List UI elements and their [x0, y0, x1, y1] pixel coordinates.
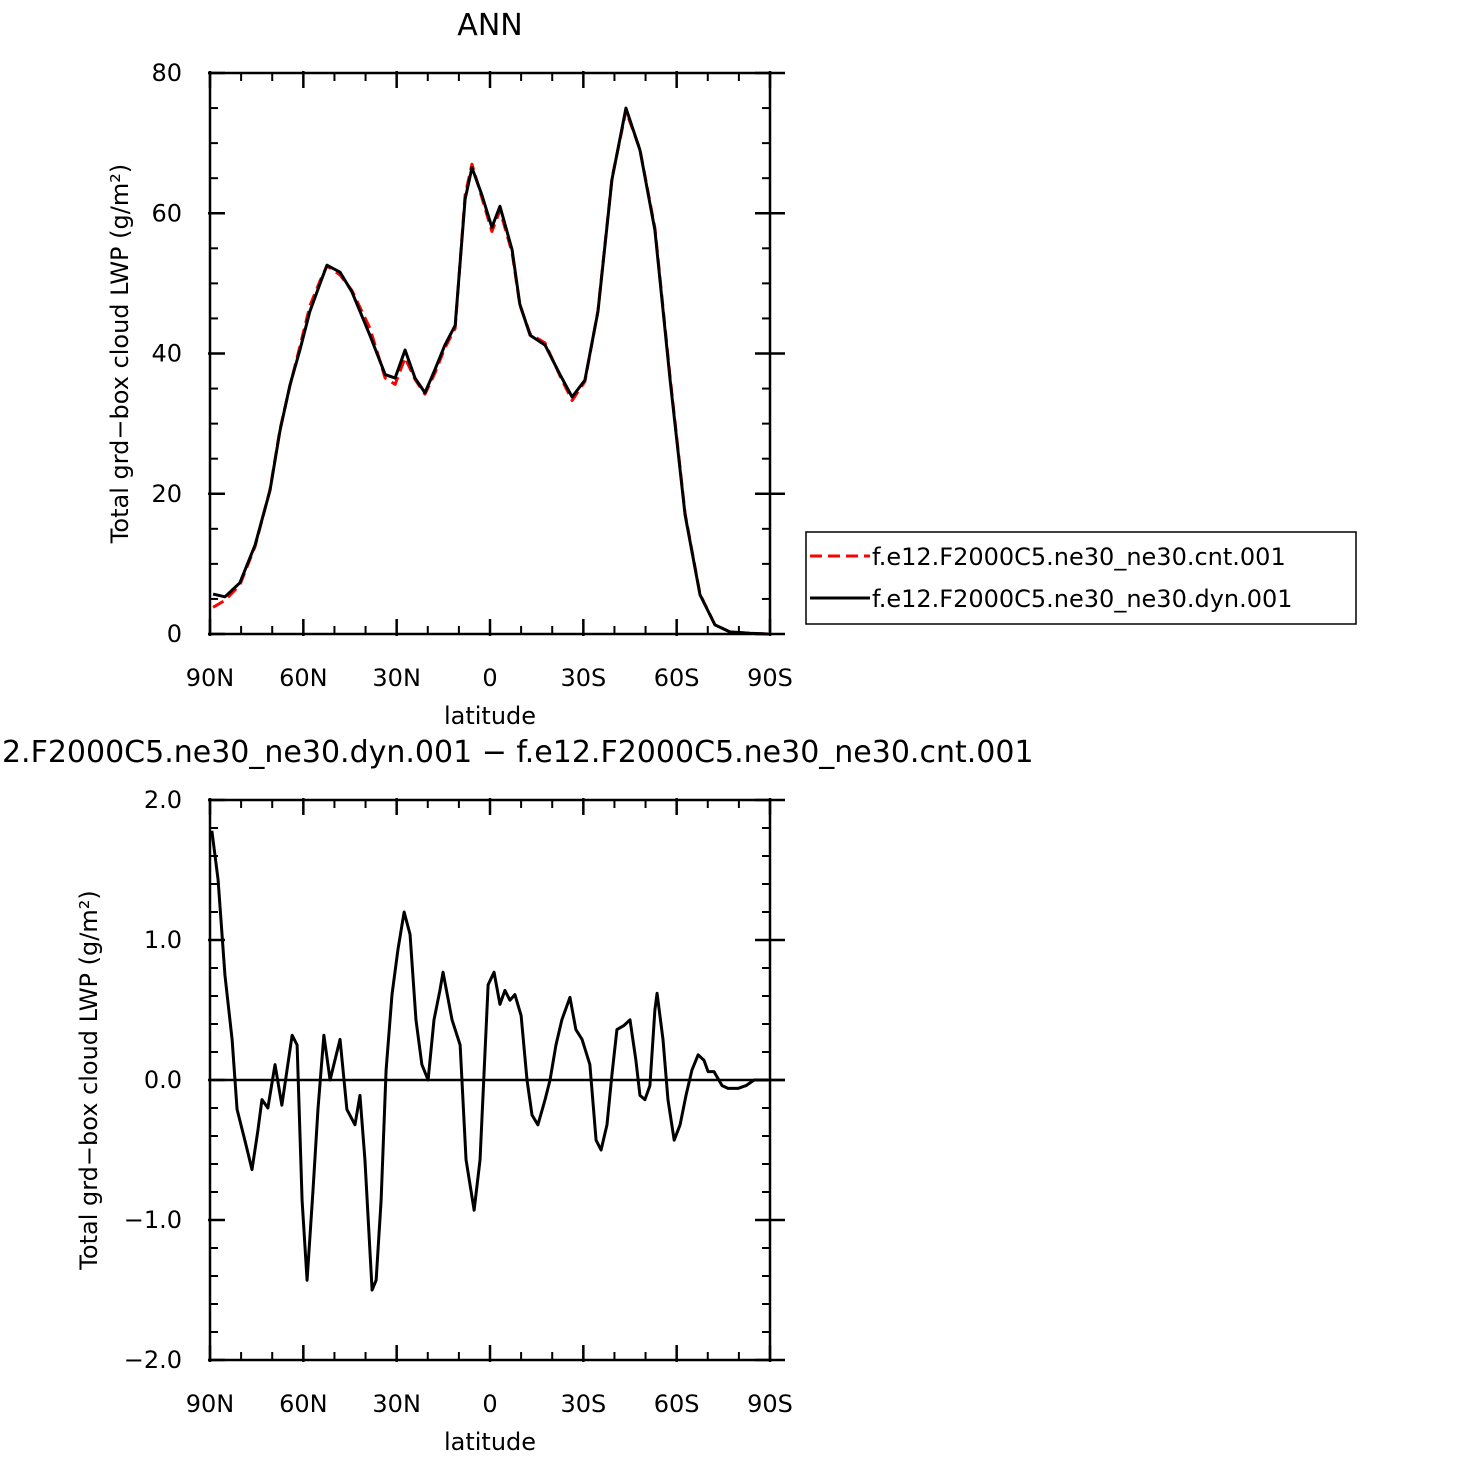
- legend-label: f.e12.F2000C5.ne30_ne30.cnt.001: [872, 543, 1286, 571]
- x-tick-label: 0: [482, 664, 497, 692]
- y-axis-label: Total grd−box cloud LWP (g/m²): [75, 890, 103, 1270]
- y-tick-label: 40: [151, 340, 182, 368]
- x-tick-label: 60S: [654, 664, 700, 692]
- y-tick-label: 1.0: [144, 926, 182, 954]
- x-tick-label: 0: [482, 1390, 497, 1418]
- y-tick-label: −2.0: [124, 1346, 182, 1374]
- x-tick-label: 30N: [372, 1390, 421, 1418]
- chart-title: f.e12.F2000C5.ne30_ne30.dyn.001 − f.e12.…: [0, 735, 1034, 770]
- y-tick-label: 80: [151, 59, 182, 87]
- x-tick-label: 60N: [279, 1390, 328, 1418]
- legend-box: [805, 531, 1357, 625]
- y-tick-label: 60: [151, 199, 182, 227]
- y-tick-label: 2.0: [144, 786, 182, 814]
- plot-frame: [208, 798, 772, 1362]
- data-line: [212, 106, 769, 636]
- y-tick-label: 0: [167, 620, 182, 648]
- data-line: [212, 109, 769, 636]
- data-line: [210, 830, 769, 1292]
- x-axis-label: latitude: [444, 702, 536, 730]
- chart-title: ANN: [457, 8, 522, 43]
- x-axis-label: latitude: [444, 1428, 536, 1456]
- y-tick-label: 20: [151, 480, 182, 508]
- y-tick-label: 0.0: [144, 1066, 182, 1094]
- y-tick-label: −1.0: [124, 1206, 182, 1234]
- x-tick-label: 90N: [186, 1390, 235, 1418]
- plot-frame: [208, 71, 772, 636]
- legend-label: f.e12.F2000C5.ne30_ne30.dyn.001: [872, 585, 1293, 613]
- x-tick-label: 30S: [560, 664, 606, 692]
- x-tick-label: 30N: [372, 664, 421, 692]
- x-tick-label: 60S: [654, 1390, 700, 1418]
- x-tick-label: 60N: [279, 664, 328, 692]
- x-tick-label: 90S: [747, 664, 793, 692]
- y-axis-label: Total grd−box cloud LWP (g/m²): [106, 164, 134, 544]
- x-tick-label: 90N: [186, 664, 235, 692]
- x-tick-label: 90S: [747, 1390, 793, 1418]
- x-tick-label: 30S: [560, 1390, 606, 1418]
